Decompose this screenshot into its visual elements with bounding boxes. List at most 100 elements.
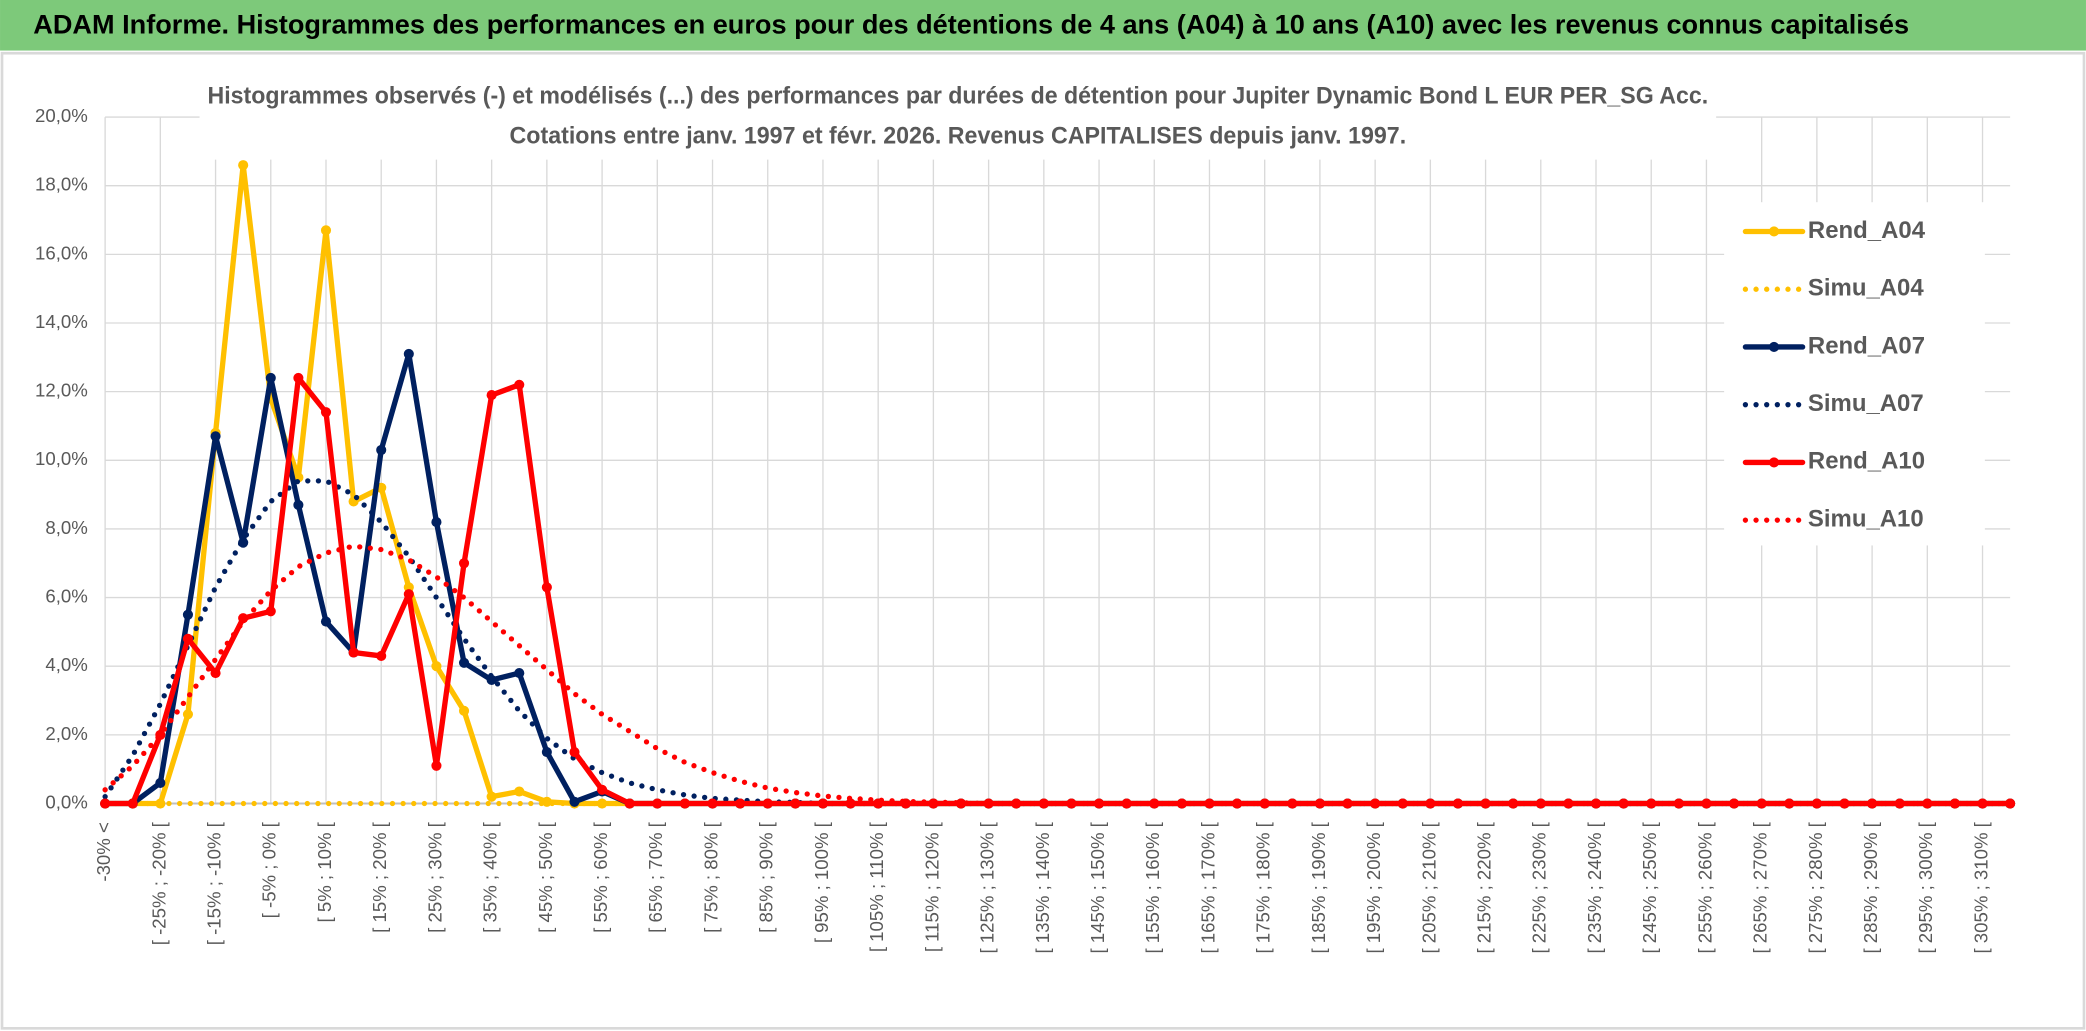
x-tick-label: [ 195% ; 200% [: [1363, 821, 1384, 953]
x-tick-label: [ 55% ; 60% [: [590, 821, 611, 933]
x-tick-label: [ 75% ; 80% [: [700, 821, 721, 933]
x-tick-label: [ 305% ; 310% [: [1970, 821, 1991, 953]
data-point: [541, 746, 552, 758]
x-tick-label: [ 205% ; 210% [: [1418, 821, 1439, 953]
x-tick-label: [ -5% ; 0% [: [259, 821, 280, 918]
y-tick-label: 14,0%: [35, 311, 88, 332]
data-point: [458, 657, 470, 668]
data-point: [541, 796, 552, 807]
legend-label: Rend_A04: [1808, 217, 1926, 244]
data-point: [514, 668, 525, 679]
data-point: [569, 746, 580, 758]
x-tick-label: [ 105% ; 110% [: [866, 821, 887, 952]
y-tick-label: 18,0%: [35, 174, 88, 195]
x-tick-label: [ 45% ; 50% [: [535, 821, 556, 933]
data-point: [624, 798, 635, 809]
data-point: [1149, 798, 1160, 809]
data-point: [1232, 798, 1243, 809]
y-tick-label: 12,0%: [35, 380, 88, 401]
chart-border: [0, 51, 2086, 1030]
data-point: [458, 705, 470, 716]
x-tick-label: [ 175% ; 180% [: [1253, 821, 1274, 953]
data-point: [431, 517, 442, 528]
y-tick-label: 10,0%: [35, 448, 88, 469]
legend-label: Rend_A10: [1808, 448, 1925, 475]
data-point: [541, 582, 552, 593]
x-tick-label: [ 15% ; 20% [: [369, 821, 390, 933]
data-point: [320, 616, 332, 627]
data-point: [514, 786, 525, 797]
x-tick-label: [ 185% ; 190% [: [1308, 821, 1329, 953]
title-background: [199, 77, 1717, 160]
data-point: [431, 760, 442, 771]
x-tick-label: [ 255% ; 260% [: [1694, 821, 1715, 953]
data-point: [679, 798, 690, 809]
legend-marker: [1768, 457, 1780, 468]
x-tick-label: [ 65% ; 70% [: [645, 821, 666, 933]
y-tick-label: 6,0%: [45, 586, 87, 607]
y-tick-label: 0,0%: [45, 791, 87, 812]
data-point: [238, 160, 249, 171]
data-point: [376, 650, 387, 661]
legend-label: Simu_A07: [1808, 390, 1924, 417]
x-tick-label: [ 115% ; 120% [: [921, 821, 942, 952]
data-point: [155, 777, 166, 788]
x-tick-label: [ -15% ; -10% [: [203, 821, 224, 945]
header-title: ADAM Informe. Histogrammes des performan…: [33, 10, 1909, 40]
data-point: [320, 225, 332, 236]
data-point: [955, 798, 967, 809]
x-tick-label: [ 295% ; 300% [: [1915, 821, 1936, 953]
data-point: [1287, 798, 1298, 809]
x-tick-label: [ 35% ; 40% [: [480, 821, 501, 933]
data-point: [182, 609, 194, 620]
x-tick-label: [ 235% ; 240% [: [1584, 821, 1605, 953]
data-point: [265, 372, 276, 383]
y-tick-label: 2,0%: [45, 723, 87, 744]
data-point: [320, 407, 332, 418]
data-point: [707, 798, 718, 809]
x-tick-label: [ 215% ; 220% [: [1473, 821, 1494, 953]
data-point: [1425, 798, 1436, 809]
data-point: [569, 796, 580, 807]
data-point: [486, 791, 497, 802]
x-tick-label: [ 25% ; 30% [: [424, 821, 445, 933]
chart-title: Histogrammes observés (-) et modélisés (…: [208, 82, 1709, 109]
data-point: [210, 431, 221, 442]
series-line: [102, 543, 2013, 807]
data-point: [431, 661, 442, 672]
x-tick-label: [ 225% ; 230% [: [1529, 821, 1550, 953]
x-tick-label: -30% <: [93, 822, 114, 881]
data-point: [403, 348, 414, 359]
data-point: [1563, 798, 1574, 809]
legend-background: [1724, 202, 1985, 546]
data-point: [514, 379, 525, 390]
data-point: [735, 798, 746, 809]
data-point: [265, 606, 276, 617]
header-bar: [0, 0, 2086, 51]
data-point: [100, 798, 111, 809]
data-point: [348, 647, 359, 658]
data-point: [1370, 798, 1381, 809]
data-point: [597, 784, 608, 795]
legend-marker: [1768, 341, 1780, 353]
y-tick-label: 4,0%: [45, 654, 87, 675]
y-tick-label: 16,0%: [35, 242, 88, 263]
data-point: [182, 633, 194, 644]
x-tick-label: [ 285% ; 290% [: [1860, 821, 1881, 953]
data-point: [210, 668, 221, 679]
x-tick-label: [ 155% ; 160% [: [1142, 821, 1163, 953]
data-point: [845, 798, 856, 809]
legend-marker: [1768, 226, 1780, 237]
x-tick-label: [ 135% ; 140% [: [1032, 821, 1053, 953]
y-tick-label: 8,0%: [45, 517, 87, 538]
x-tick-label: [ 265% ; 270% [: [1750, 821, 1771, 953]
x-tick-label: [ 125% ; 130% [: [977, 821, 998, 953]
x-tick-label: [ 245% ; 250% [: [1639, 821, 1660, 953]
data-point: [127, 798, 138, 809]
data-point: [293, 499, 304, 510]
legend-label: Simu_A10: [1808, 505, 1924, 532]
x-tick-label: [ 95% ; 100% [: [811, 821, 832, 943]
data-point: [1093, 798, 1105, 809]
chart-subtitle: Cotations entre janv. 1997 et févr. 2026…: [510, 122, 1407, 149]
